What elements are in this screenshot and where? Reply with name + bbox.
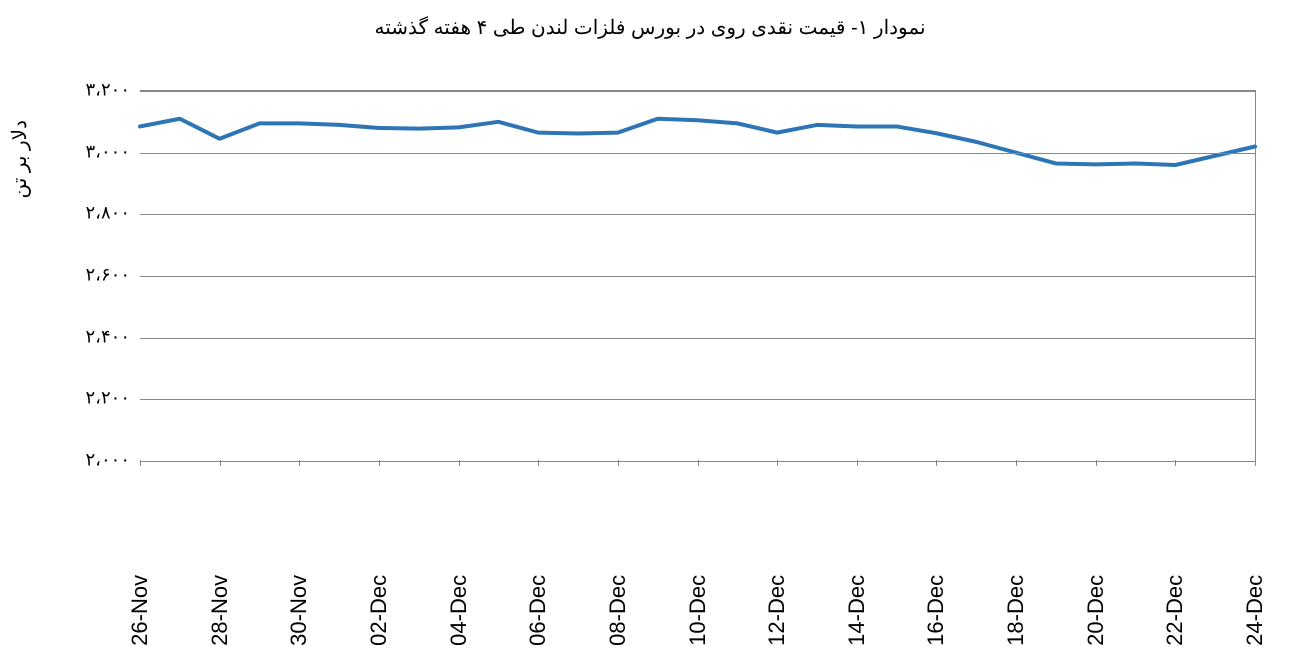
x-tick-label: 26-Nov: [127, 575, 153, 646]
chart-container: نمودار ۱- قیمت نقدی روی در بورس فلزات لن…: [0, 0, 1300, 600]
x-tick-mark: [857, 460, 858, 466]
x-tick-mark: [140, 460, 141, 466]
y-tick-label: ۳،۰۰۰: [86, 141, 130, 162]
x-tick-label: 20-Dec: [1083, 575, 1109, 646]
gridline: [140, 153, 1255, 154]
x-tick-mark: [698, 460, 699, 466]
y-tick-label: ۲،۶۰۰: [86, 265, 130, 286]
y-tick-label: ۲،۰۰۰: [86, 450, 130, 471]
x-tick-mark: [1175, 460, 1176, 466]
y-tick-label: ۲،۲۰۰: [86, 388, 130, 409]
x-tick-label: 10-Dec: [685, 575, 711, 646]
x-tick-label: 18-Dec: [1003, 575, 1029, 646]
gridline: [140, 276, 1255, 277]
y-tick-label: ۳،۲۰۰: [86, 80, 130, 101]
x-tick-mark: [459, 460, 460, 466]
y-axis-label: دلار بر تن: [8, 120, 32, 198]
x-tick-label: 06-Dec: [525, 575, 551, 646]
x-tick-mark: [379, 460, 380, 466]
x-tick-label: 30-Nov: [286, 575, 312, 646]
x-tick-label: 08-Dec: [605, 575, 631, 646]
x-tick-mark: [936, 460, 937, 466]
x-tick-mark: [618, 460, 619, 466]
chart-title: نمودار ۱- قیمت نقدی روی در بورس فلزات لن…: [0, 15, 1300, 40]
x-tick-mark: [1255, 460, 1256, 466]
x-tick-mark: [299, 460, 300, 466]
x-tick-label: 12-Dec: [764, 575, 790, 646]
x-tick-mark: [220, 460, 221, 466]
x-tick-label: 16-Dec: [923, 575, 949, 646]
x-tick-mark: [777, 460, 778, 466]
plot-area: [140, 90, 1256, 461]
y-tick-label: ۲،۸۰۰: [86, 203, 130, 224]
x-tick-label: 02-Dec: [366, 575, 392, 646]
x-tick-label: 22-Dec: [1162, 575, 1188, 646]
x-tick-label: 24-Dec: [1242, 575, 1268, 646]
x-tick-mark: [1096, 460, 1097, 466]
x-tick-mark: [538, 460, 539, 466]
gridline: [140, 214, 1255, 215]
x-tick-label: 04-Dec: [446, 575, 472, 646]
x-tick-label: 14-Dec: [844, 575, 870, 646]
x-tick-mark: [1016, 460, 1017, 466]
y-tick-label: ۲،۴۰۰: [86, 326, 130, 347]
gridline: [140, 399, 1255, 400]
x-tick-label: 28-Nov: [207, 575, 233, 646]
gridline: [140, 91, 1255, 92]
price-line: [140, 119, 1255, 165]
gridline: [140, 338, 1255, 339]
